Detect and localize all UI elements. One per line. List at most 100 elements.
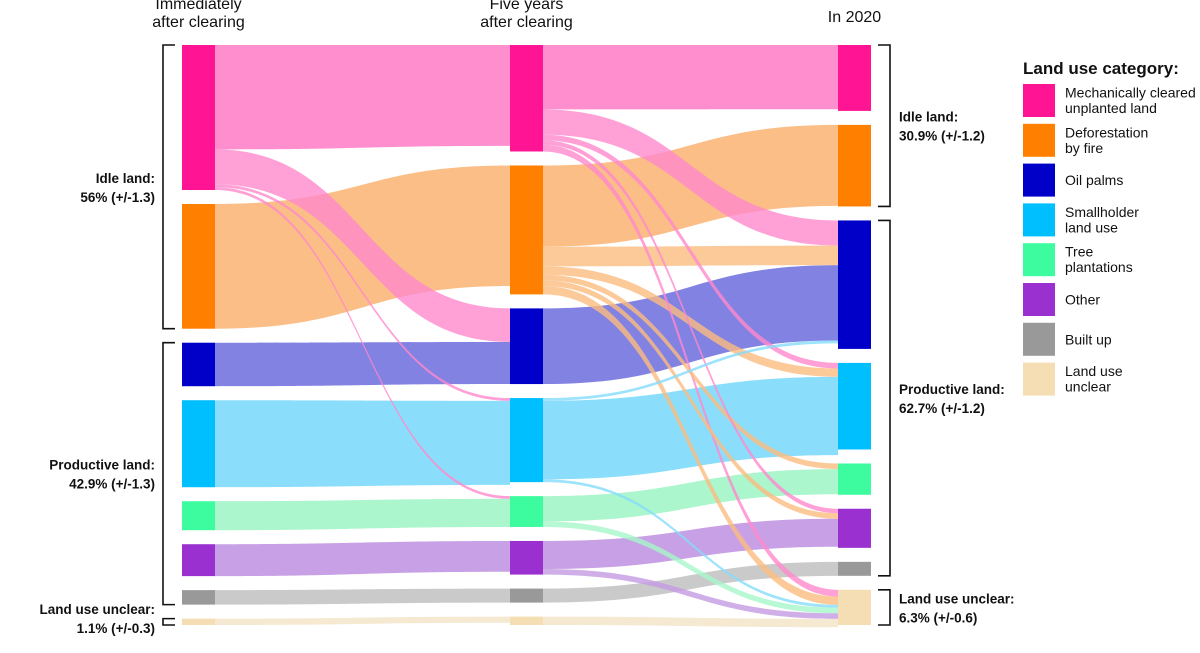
stage-header-s1: Five years after clearing [480, 0, 573, 31]
flow-s1-small-to-small [543, 376, 838, 480]
legend-swatch-other [1023, 283, 1055, 316]
legend-swatch-fire [1023, 123, 1055, 157]
node-s0-unclear [182, 618, 215, 625]
node-s0-fire [182, 204, 215, 329]
legend-swatch-built [1023, 322, 1055, 356]
group-bracket-s0-1 [162, 341, 175, 606]
flow-s0-small-to-small [215, 400, 510, 488]
legend-label-line: Smallholder [1065, 204, 1139, 220]
node-s1-oil [510, 308, 543, 385]
group-label-value: 62.7% (+/-1.2) [899, 401, 985, 416]
legend-label-line: Tree [1065, 244, 1093, 260]
flow-s1-mech-to-oil [543, 109, 838, 246]
flow-s1-tree-to-tree [543, 469, 838, 522]
node-s0-tree [182, 501, 215, 531]
stage-header-line: Immediately [155, 0, 241, 13]
stage-header-line: Five years [490, 0, 564, 13]
node-s0-built [182, 590, 215, 605]
flow-s0-mech-to-oil [215, 149, 510, 343]
flow-s1-other-to-unclear [543, 568, 838, 619]
node-s2-oil [838, 220, 871, 349]
legend-swatch-mech [1023, 84, 1055, 117]
group-bracket-s0-0 [162, 44, 175, 330]
group-label-value: 30.9% (+/-1.2) [899, 129, 985, 144]
legend-swatch-small [1023, 203, 1055, 237]
legend: Land use category: Mechanically cleared un… [1023, 59, 1196, 396]
node-s1-built [510, 588, 543, 603]
legend-label-line: Deforestation [1065, 124, 1148, 140]
legend-label-line: plantations [1065, 259, 1133, 275]
legend-swatch-oil [1023, 163, 1055, 197]
group-label-s2-3: Idle land: 30.9% (+/-1.2) [899, 110, 985, 144]
legend-label-line: Oil palms [1065, 172, 1123, 188]
group-label-s2-5: Land use unclear: 6.3% (+/-0.6) [899, 591, 1015, 625]
group-label-s0-2: Land use unclear: 1.1% (+/-0.3) [39, 602, 155, 636]
node-s0-oil [182, 342, 215, 387]
node-s1-unclear [510, 616, 543, 625]
flow-s0-mech-to-mech [215, 45, 510, 150]
legend-label-line: Other [1065, 292, 1100, 308]
legend-swatch-unclear [1023, 362, 1055, 396]
group-label-name: Productive land: [49, 458, 155, 473]
legend-label-fire: Deforestation by fire [1065, 124, 1148, 156]
flow-s0-unclear-to-unclear [215, 616, 510, 625]
group-label-name: Idle land: [96, 171, 155, 186]
legend-label-unclear: Land use unclear [1065, 363, 1123, 395]
flow-s0-oil-to-oil [215, 342, 510, 387]
group-bracket-s2-3 [878, 44, 891, 208]
node-s1-tree [510, 496, 543, 527]
node-s0-small [182, 400, 215, 488]
group-label-value: 6.3% (+/-0.6) [899, 610, 977, 625]
node-s2-fire [838, 124, 871, 207]
flow-s1-mech-to-small [543, 134, 838, 369]
group-labels: Idle land: 56% (+/-1.3) Productive land: 42… [39, 44, 1015, 636]
flow-s1-fire-to-small [543, 266, 838, 377]
stage-header-line: after clearing [480, 14, 573, 31]
node-s0-other [182, 544, 215, 577]
legend-swatch-tree [1023, 243, 1055, 277]
legend-label-line: by fire [1065, 140, 1103, 156]
node-s0-mech [182, 45, 215, 191]
group-label-name: Land use unclear: [899, 591, 1015, 606]
group-bracket-s2-5 [878, 589, 891, 626]
node-s2-small [838, 362, 871, 450]
legend-label-built: Built up [1065, 331, 1112, 347]
legend-label-line: Land use [1065, 363, 1123, 379]
flow-s1-mech-to-other [543, 140, 838, 514]
stage-header-line: In 2020 [828, 9, 881, 26]
flow-s0-tree-to-tree [215, 498, 510, 531]
flow-s1-tree-to-unclear [543, 521, 838, 614]
group-label-value: 42.9% (+/-1.3) [69, 477, 155, 492]
group-label-name: Idle land: [899, 110, 958, 125]
node-s2-tree [838, 463, 871, 495]
legend-title: Land use category: [1023, 59, 1179, 78]
flow-s0-mech-to-tree [215, 187, 510, 499]
node-s1-mech [510, 45, 543, 152]
legend-label-oil: Oil palms [1065, 172, 1123, 188]
flow-s1-mech-to-mech [543, 45, 838, 110]
flow-s1-small-to-unclear [543, 479, 838, 608]
stage-header-line: after clearing [152, 14, 245, 31]
legend-label-other: Other [1065, 292, 1100, 308]
node-s1-fire [510, 165, 543, 295]
node-s2-built [838, 561, 871, 576]
flow-s1-built-to-built [543, 561, 838, 603]
group-label-s2-4: Productive land: 62.7% (+/-1.2) [899, 382, 1005, 416]
node-s2-unclear [838, 589, 871, 625]
legend-label-tree: Tree plantations [1065, 244, 1133, 276]
stage-header-s2: In 2020 [828, 9, 881, 26]
legend-label-line: Built up [1065, 331, 1112, 347]
legend-label-mech: Mechanically cleared unplanted land [1065, 85, 1196, 117]
node-s2-other [838, 508, 871, 548]
flow-layer [215, 45, 838, 628]
legend-label-line: Mechanically cleared [1065, 85, 1196, 101]
flow-s1-fire-to-other [543, 280, 838, 519]
group-label-value: 1.1% (+/-0.3) [77, 621, 155, 636]
flow-s0-other-to-other [215, 540, 510, 577]
flow-s1-fire-to-oil [543, 245, 838, 267]
flow-s0-mech-to-small [215, 184, 510, 401]
stage-header-s0: Immediately after clearing [152, 0, 245, 31]
flow-s1-fire-to-unclear [543, 285, 838, 605]
